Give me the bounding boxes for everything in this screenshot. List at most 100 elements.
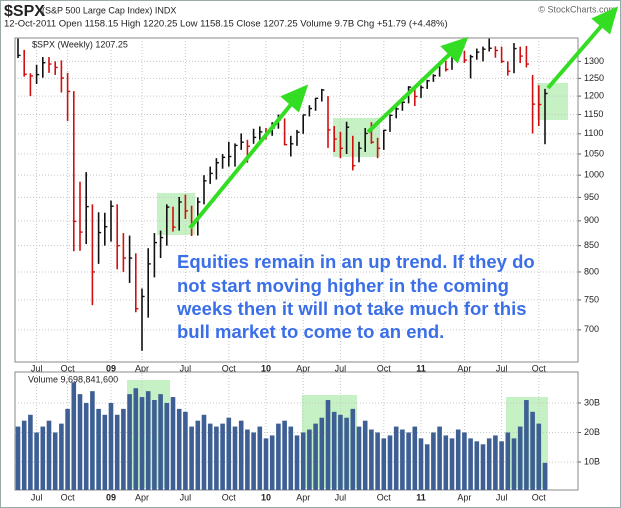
arrow-head [440, 36, 469, 64]
volume-bar [468, 438, 473, 490]
y-tick-label: 750 [584, 294, 599, 304]
volume-bar [542, 462, 548, 490]
volume-bar [152, 400, 157, 490]
volume-bar [530, 411, 535, 490]
volume-bar [201, 414, 207, 490]
volume-bar [214, 426, 219, 490]
x-tick-label: 09 [106, 492, 116, 502]
x-tick-label: Apr [296, 492, 310, 502]
arrows [188, 6, 619, 230]
x-tick-label: Oct [532, 492, 547, 502]
volume-bar [220, 423, 225, 490]
y-tick-label: 1100 [584, 128, 603, 138]
volume-bar [505, 432, 511, 490]
volume-bar [257, 426, 263, 490]
y-tick-label: 30B [584, 397, 600, 407]
volume-bar [455, 429, 461, 490]
highlight [157, 193, 195, 235]
volume-bar [127, 394, 132, 490]
y-tick-label: 1150 [584, 109, 603, 119]
arrow [546, 21, 606, 90]
volume-bar [170, 397, 176, 490]
volume-bar [443, 435, 449, 490]
volume-bar [344, 417, 349, 490]
x-tick-label: 11 [416, 492, 426, 502]
volume-bar [207, 423, 213, 490]
annotation: weeks then it will not take much for thi… [176, 298, 527, 319]
volume-bar [480, 444, 486, 490]
volume-bar [108, 402, 114, 490]
volume-bar [499, 441, 504, 490]
volume-bar [362, 420, 368, 490]
volume-bar [294, 435, 300, 490]
volume-bar [462, 432, 467, 490]
volume-bar [245, 429, 250, 490]
volume-bar [393, 426, 399, 490]
x-tick-label: Apr [135, 492, 149, 502]
volume-bar [133, 388, 139, 490]
volume-bar [145, 391, 151, 490]
volume-bar [46, 420, 52, 490]
volume-bar [164, 402, 170, 490]
y-tick-label: 20B [584, 427, 600, 437]
volume-bar [276, 423, 281, 490]
y-tick-label: 1300 [584, 56, 604, 66]
x-tick-label: Jul [496, 492, 508, 502]
x-tick-label: 11 [416, 363, 426, 373]
volume-bar [77, 394, 83, 490]
x-tick-label: Apr [296, 363, 310, 373]
x-tick-label: Jul [180, 363, 192, 373]
volume-bar [313, 423, 318, 490]
volume-bar [524, 400, 529, 490]
y-tick-label: 900 [584, 215, 599, 225]
volume-bar [83, 402, 89, 490]
volume-bar [331, 411, 337, 490]
volume-bar [59, 423, 64, 490]
arrow [366, 50, 454, 134]
volume-bar [381, 438, 387, 490]
x-tick-label: Oct [532, 363, 547, 373]
volume-bar [96, 408, 101, 490]
x-tick-label: Apr [135, 363, 149, 373]
x-tick-label: 10 [261, 492, 271, 502]
y-tick-label: 700 [584, 324, 599, 334]
highlight [537, 83, 568, 120]
volume-bar [195, 420, 201, 490]
volume-bar [474, 441, 480, 490]
x-tick-label: Apr [457, 363, 471, 373]
volume-bar [319, 417, 325, 490]
volume-bar [369, 429, 374, 490]
volume-bar [418, 438, 424, 490]
volume-bar [40, 426, 46, 490]
x-tick-label: Oct [61, 492, 76, 502]
volume-bar [139, 397, 145, 490]
volume-bar [34, 432, 39, 490]
quote: 12-Oct-2011 Open 1158.15 High 1220.25 Lo… [4, 19, 448, 30]
volume-bar [338, 414, 343, 490]
volume-bar [121, 408, 126, 490]
x-tick-label: Jul [335, 363, 347, 373]
volume-bar [325, 400, 331, 490]
arrow [188, 100, 295, 230]
x-tick-label: 10 [261, 363, 271, 373]
y-tick-label: 850 [584, 240, 599, 250]
x-tick-label: Apr [457, 492, 471, 502]
x-tick-label: Jul [31, 492, 43, 502]
y-tick-label: 950 [584, 192, 599, 202]
volume-bar [90, 391, 95, 490]
volume-bar [387, 435, 393, 490]
annotation: Equities remain in an up trend. If they … [177, 251, 535, 272]
volume-bar [536, 423, 542, 490]
volume-bar [263, 438, 269, 490]
volume-bar [232, 426, 238, 490]
y-tick-label: 1000 [584, 170, 604, 180]
annotation: not start moving higher in the coming [177, 275, 509, 296]
x-tick-label: Oct [377, 492, 392, 502]
volume-bar [28, 414, 33, 490]
volume-bar [300, 432, 306, 490]
volume-bar [412, 426, 418, 490]
volume-bar [431, 432, 436, 490]
volume-bar [226, 417, 232, 490]
y-tick-label: 800 [584, 266, 599, 276]
x-tick-label: Oct [222, 492, 237, 502]
